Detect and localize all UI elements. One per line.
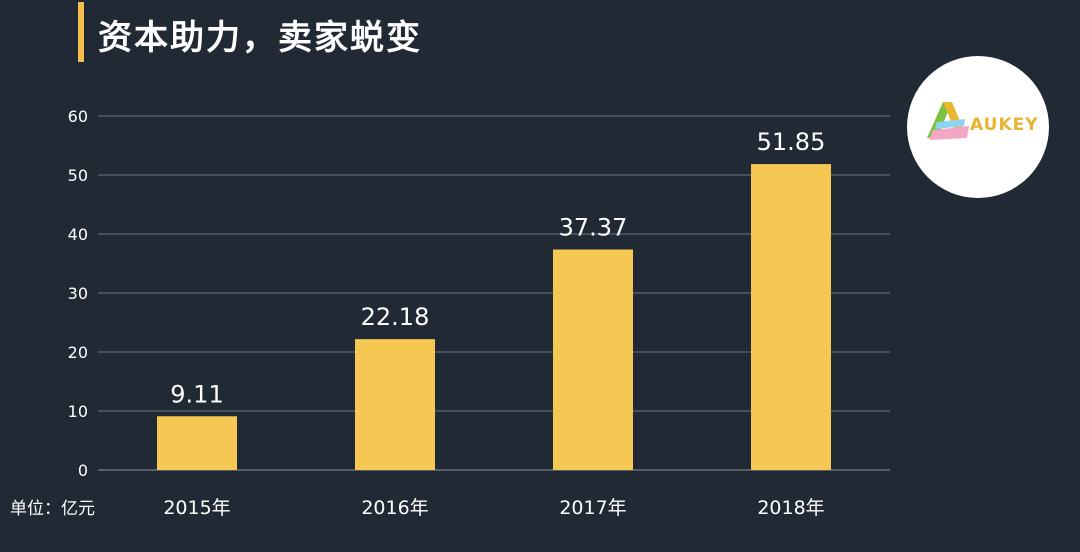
page-title: 资本助力，卖家蜕变 bbox=[98, 18, 422, 58]
unit-label: 单位：亿元 bbox=[10, 499, 95, 519]
aukey-logo-icon bbox=[927, 102, 969, 140]
y-tick-label: 0 bbox=[78, 461, 88, 480]
title-accent-bar bbox=[78, 2, 84, 62]
x-tick-label: 2016年 bbox=[361, 497, 428, 519]
bar bbox=[355, 339, 435, 470]
x-tick-label: 2017年 bbox=[559, 497, 626, 519]
bar bbox=[751, 164, 831, 470]
y-tick-label: 20 bbox=[68, 343, 88, 362]
x-tick-label: 2015年 bbox=[163, 497, 230, 519]
y-tick-label: 50 bbox=[68, 166, 88, 185]
bar bbox=[553, 249, 633, 470]
x-tick-label: 2018年 bbox=[757, 497, 824, 519]
data-label: 51.85 bbox=[757, 128, 826, 156]
y-tick-label: 10 bbox=[68, 402, 88, 421]
aukey-logo-badge bbox=[907, 56, 1049, 198]
y-tick-label: 30 bbox=[68, 284, 88, 303]
data-label: 22.18 bbox=[361, 303, 430, 331]
data-label: 9.11 bbox=[170, 380, 223, 408]
y-tick-label: 60 bbox=[68, 107, 88, 126]
logo-text: AUKEY bbox=[970, 115, 1039, 135]
y-tick-label: 40 bbox=[68, 225, 88, 244]
bar bbox=[157, 416, 237, 470]
data-label: 37.37 bbox=[559, 214, 628, 242]
